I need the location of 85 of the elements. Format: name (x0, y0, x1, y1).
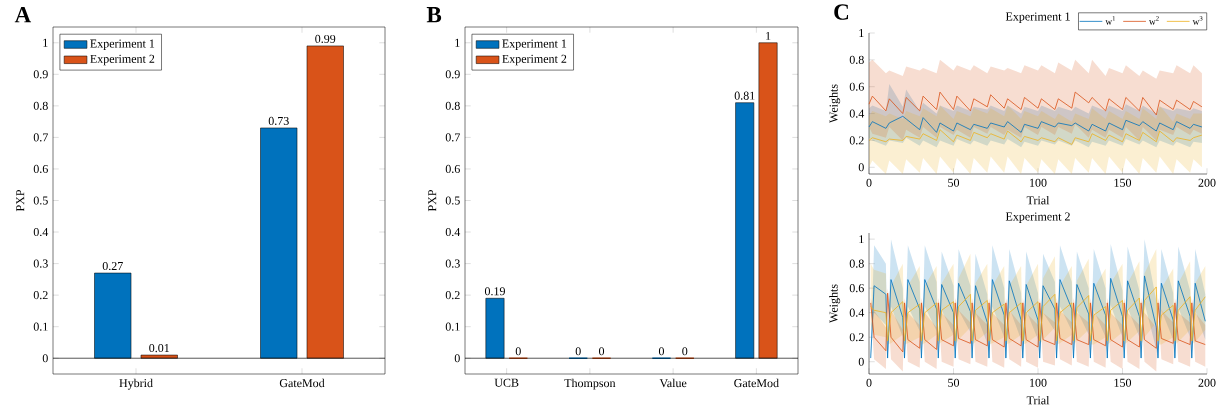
x-tick-label: 150 (1114, 378, 1132, 387)
x-axis-title: Trial (1026, 195, 1050, 205)
y-tick-label: 0.2 (849, 333, 864, 342)
y-tick-label: 0.4 (33, 227, 49, 237)
data-label: 0.99 (315, 34, 336, 43)
y-tick-label: 0.6 (33, 164, 48, 174)
x-tick-label: Hybrid (119, 378, 153, 390)
legend-label: Experiment 1 (502, 39, 567, 51)
x-tick-label: GateMod (734, 378, 779, 388)
chart-title: B (426, 7, 442, 23)
data-label: 0 (515, 347, 521, 356)
chart-title: A (14, 7, 32, 23)
chart-title: Experiment 2 (1005, 212, 1070, 223)
legend-label: Experiment 1 (90, 39, 155, 51)
y-tick-label: 0.2 (33, 291, 48, 300)
x-tick-label: 50 (948, 378, 960, 387)
y-tick-label: 0.8 (445, 101, 460, 110)
x-tick-label: 0 (866, 178, 872, 187)
legend-label: w$^{1}$ (1105, 16, 1116, 25)
x-tick-label: Value (659, 378, 687, 388)
data-label: 1 (766, 31, 771, 40)
y-tick-label: 0.3 (445, 259, 460, 268)
y-tick-label: 0.6 (445, 164, 460, 174)
x-tick-label: 50 (948, 178, 960, 187)
y-tick-label: 0.6 (849, 284, 864, 293)
legend-label: Experiment 2 (90, 54, 155, 66)
y-tick-label: 0.2 (445, 291, 460, 300)
y-tick-label: 0 (454, 354, 460, 363)
x-tick-label: UCB (494, 378, 519, 387)
y-tick-label: 0.9 (445, 70, 460, 79)
x-tick-label: 100 (1030, 378, 1047, 387)
y-tick-label: 0.7 (445, 133, 460, 142)
data-label: 0 (599, 347, 605, 356)
y-tick-label: 1 (43, 38, 48, 47)
y-tick-label: 0.7 (33, 133, 48, 142)
data-label: 0.01 (149, 343, 170, 353)
y-tick-label: 0.4 (849, 308, 865, 317)
y-tick-label: 1 (455, 38, 460, 47)
y-tick-label: 0.1 (445, 322, 460, 331)
y-tick-label: 1 (859, 29, 864, 37)
y-tick-label: 0.2 (849, 136, 864, 145)
data-label: 0.19 (484, 287, 505, 296)
data-label: 0.73 (268, 116, 289, 126)
y-tick-label: 0.8 (849, 259, 864, 268)
line-series (868, 115, 1203, 133)
data-label: 0.27 (102, 261, 123, 271)
x-tick-label: 0 (866, 378, 872, 387)
y-axis-title: Weights (829, 84, 841, 123)
y-tick-label: 0.5 (445, 196, 460, 205)
x-tick-label: 200 (1198, 178, 1216, 187)
line-series (868, 91, 1203, 116)
data-label: 0.81 (734, 91, 755, 100)
y-tick-label: 0.1 (33, 322, 48, 331)
line-series (870, 292, 1206, 353)
y-tick-label: 0.8 (849, 55, 864, 64)
y-tick-label: 0.6 (849, 82, 864, 91)
y-tick-label: 0.4 (445, 227, 461, 237)
x-tick-label: Thompson (564, 378, 616, 390)
y-tick-label: 0 (858, 163, 864, 172)
y-tick-label: 0.5 (33, 196, 48, 205)
legend-label: w$^{2}$ (1149, 16, 1159, 25)
data-label: 0 (575, 347, 581, 356)
y-axis-title: Weights (829, 284, 841, 323)
text: C (834, 4, 849, 20)
data-label: 0 (658, 347, 665, 356)
y-tick-label: 1 (859, 235, 864, 244)
x-tick-label: 100 (1030, 178, 1047, 187)
legend-label: Experiment 2 (502, 54, 567, 66)
y-tick-label: 0.8 (33, 101, 48, 110)
y-tick-label: 0.3 (33, 259, 48, 268)
x-axis-title: Trial (1026, 395, 1050, 405)
legend-label: w$^{3}$ (1192, 16, 1203, 25)
y-tick-label: 0 (858, 357, 864, 366)
x-tick-label: 150 (1114, 178, 1132, 187)
data-label: 0 (682, 347, 688, 356)
y-tick-label: 0.4 (849, 109, 865, 118)
y-tick-label: 0 (42, 354, 48, 363)
chart-title: Experiment 1 (1005, 12, 1070, 23)
line-series (870, 286, 1206, 342)
x-tick-label: GateMod (279, 378, 325, 388)
y-axis-title: PXP (428, 189, 437, 212)
line-series (868, 129, 1203, 145)
x-tick-label: 200 (1198, 378, 1216, 387)
y-tick-label: 0.9 (33, 70, 48, 79)
y-axis-title: PXP (16, 189, 25, 212)
